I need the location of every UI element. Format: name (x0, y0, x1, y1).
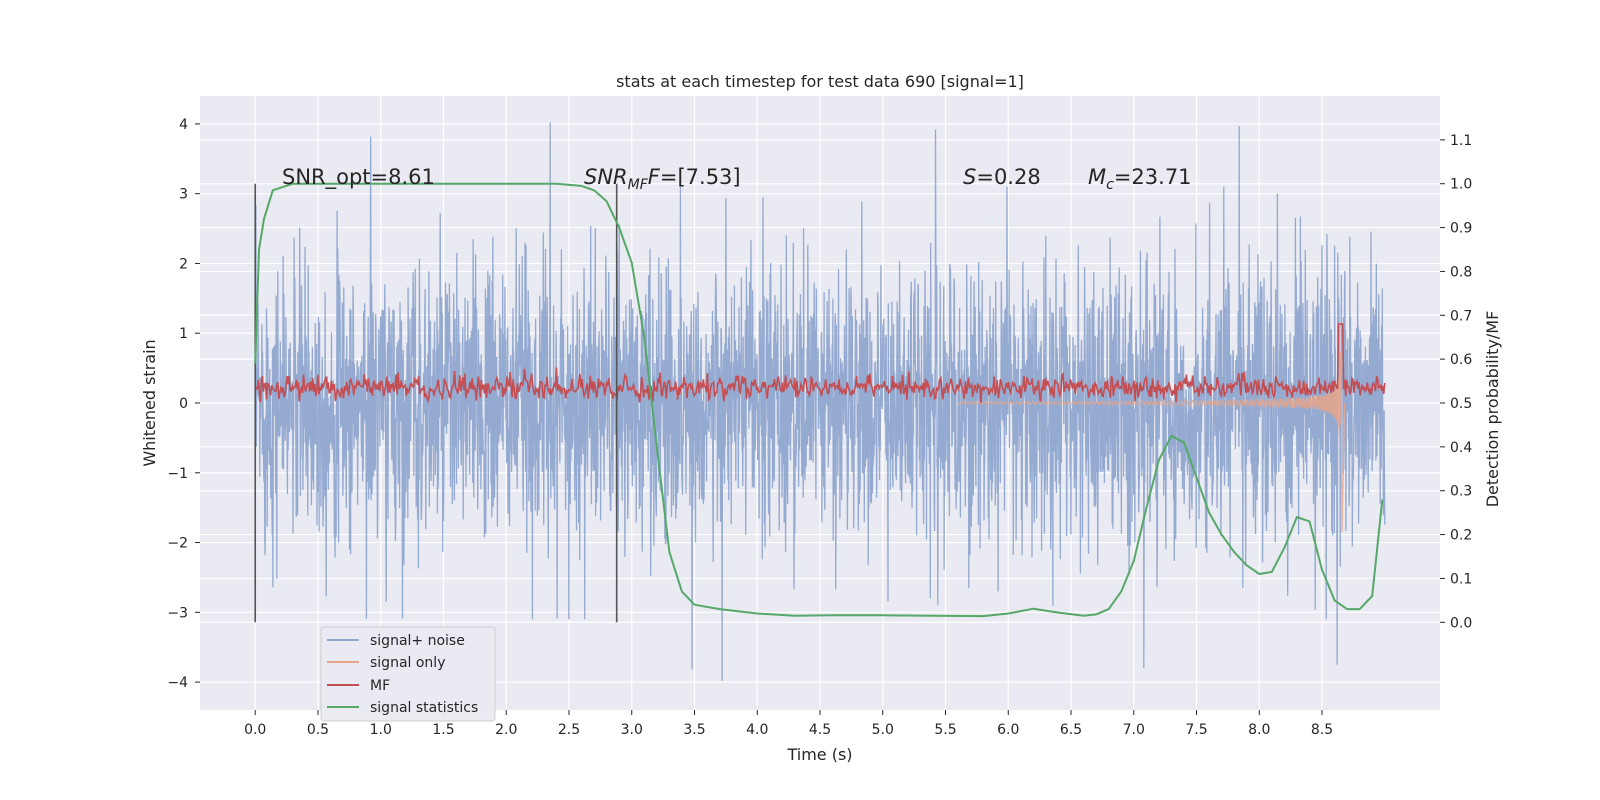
y-tick-label: 1 (179, 326, 188, 342)
x-tick-label: 3.5 (683, 722, 705, 738)
y-tick-label: 4 (179, 117, 188, 133)
y2-tick-label: 0.1 (1450, 571, 1472, 587)
y-axis-ticks: 4 3 2 1 0 −1 −2 −3 −4 (167, 117, 200, 691)
annotation-snr-mf-f: F (648, 165, 661, 189)
annotation-mc-subscript: c (1106, 177, 1114, 193)
y2-tick-label: 0.9 (1450, 221, 1472, 237)
annotation-snr-mf-value: =[7.53] (660, 165, 741, 189)
legend-label-signal-only: signal only (370, 655, 445, 671)
y2-axis-ticks: 1.1 1.0 0.9 0.8 0.7 0.6 0.5 0.4 0.3 0.2 0.1 0.0 (1440, 133, 1472, 631)
x-tick-label: 1.5 (432, 722, 454, 738)
signal-statistics-series (254, 182, 1384, 618)
y-tick-label: 3 (179, 187, 188, 203)
legend-label-signal-statistics: signal statistics (370, 700, 478, 716)
y-tick-label: 2 (179, 256, 188, 272)
x-axis-label: Time (s) (786, 745, 852, 764)
signal-statistics-line (254, 182, 1384, 618)
annotation-snr-mf: SNRMFF=[7.53] (584, 165, 741, 193)
annotation-snr-mf-symbol: SNR (584, 165, 628, 189)
annotation-s-value: =0.28 (976, 165, 1040, 189)
y-tick-label: −2 (167, 536, 188, 552)
y2-axis-label: Detection probability/MF (1483, 311, 1502, 508)
x-tick-label: 3.0 (621, 722, 643, 738)
y2-tick-label: 0.3 (1450, 484, 1472, 500)
y2-tick-label: 1.1 (1450, 133, 1472, 149)
y-axis-label: Whitened strain (140, 339, 159, 466)
signal-only-series (957, 351, 1346, 533)
legend-box (320, 626, 496, 722)
mf-line (254, 323, 1386, 404)
annotation-s: S=0.28 (963, 165, 1041, 189)
x-tick-label: 5.0 (872, 722, 894, 738)
x-tick-label: 0.5 (307, 722, 329, 738)
x-tick-label: 6.0 (997, 722, 1019, 738)
legend: signal+ noise signal only MF signal stat… (320, 626, 496, 722)
x-tick-label: 8.0 (1248, 722, 1270, 738)
y2-tick-label: 0.8 (1450, 264, 1472, 280)
annotation-snr-opt: SNR_opt=8.61 (282, 165, 435, 190)
signal-noise-series (254, 122, 1386, 681)
y-tick-label: −3 (167, 605, 188, 621)
annotation-mc-value: =23.71 (1114, 165, 1192, 189)
x-tick-label: 2.5 (558, 722, 580, 738)
signal-only-line (957, 351, 1346, 533)
vertical-markers (254, 183, 618, 623)
legend-label-signal-noise: signal+ noise (370, 633, 465, 649)
x-tick-label: 2.0 (495, 722, 517, 738)
annotation-mc-symbol: M (1088, 165, 1106, 189)
y-tick-label: 0 (179, 396, 188, 412)
x-tick-label: 7.5 (1185, 722, 1207, 738)
annotations: SNR_opt=8.61 SNRMFF=[7.53] S=0.28 Mc=23.… (282, 165, 1192, 193)
x-tick-label: 4.5 (809, 722, 831, 738)
x-tick-label: 6.5 (1060, 722, 1082, 738)
x-tick-label: 0.0 (244, 722, 266, 738)
y2-tick-label: 0.5 (1450, 396, 1472, 412)
y2-tick-label: 0.7 (1450, 308, 1472, 324)
annotation-snr-mf-subscript: MF (628, 177, 649, 193)
x-tick-label: 7.0 (1123, 722, 1145, 738)
mf-series (254, 323, 1386, 404)
y2-tick-label: 1.0 (1450, 177, 1472, 193)
chart-title: stats at each timestep for test data 690… (616, 72, 1024, 91)
x-tick-label: 8.5 (1311, 722, 1333, 738)
signal-noise-line (254, 122, 1386, 681)
y2-tick-label: 0.0 (1450, 615, 1472, 631)
y2-tick-label: 0.2 (1450, 528, 1472, 544)
annotation-s-symbol: S (963, 165, 976, 189)
x-tick-label: 5.5 (934, 722, 956, 738)
y-tick-label: −1 (167, 466, 188, 482)
x-axis-ticks: 0.0 0.5 1.0 1.5 2.0 2.5 3.0 3.5 4.0 4.5 5.0 5.5 6.0 6… (244, 710, 1333, 738)
y2-tick-label: 0.6 (1450, 352, 1472, 368)
y2-tick-label: 0.4 (1450, 440, 1472, 456)
y-tick-label: −4 (167, 675, 188, 691)
x-tick-label: 4.0 (746, 722, 768, 738)
legend-label-mf: MF (370, 678, 390, 694)
annotation-mc: Mc=23.71 (1088, 165, 1192, 193)
x-tick-label: 1.0 (370, 722, 392, 738)
